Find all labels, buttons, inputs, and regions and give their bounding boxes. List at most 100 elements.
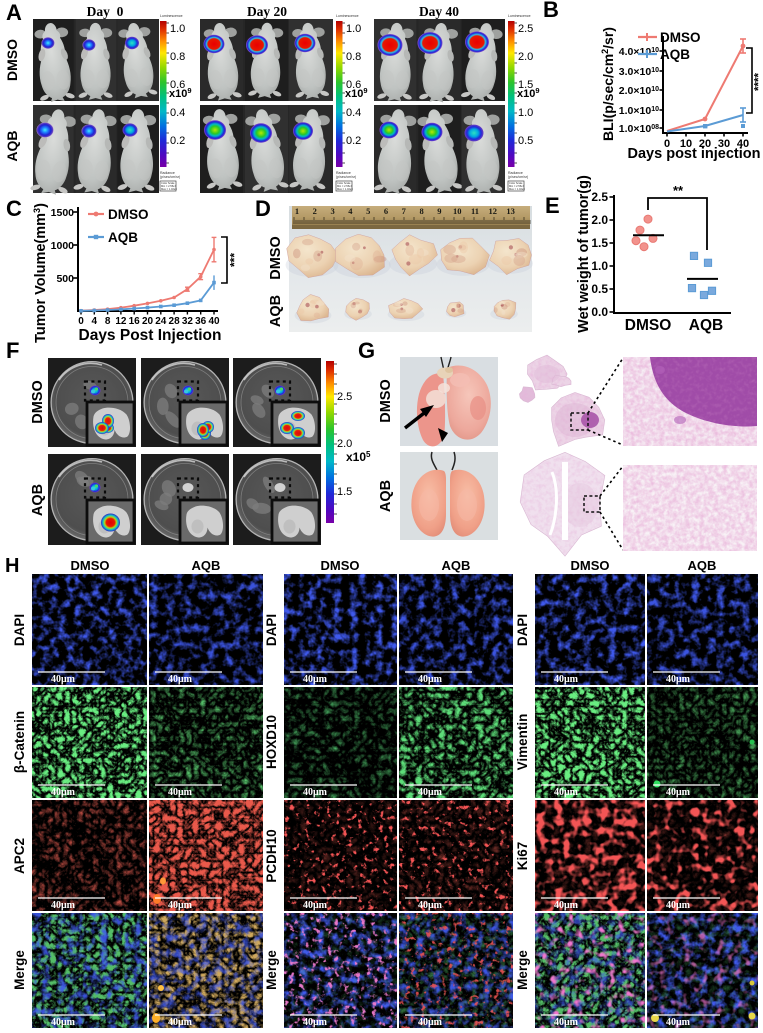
svg-text:40μm: 40μm [418,1017,443,1028]
svg-text:2.0: 2.0 [337,438,352,450]
svg-text:Day 40: Day 40 [419,4,459,19]
svg-text:AQB: AQB [442,558,471,573]
svg-text:DMSO: DMSO [30,380,46,424]
svg-text:0.2: 0.2 [346,135,361,147]
svg-text:1: 1 [295,206,299,216]
svg-text:20: 20 [142,316,154,327]
svg-text:4: 4 [92,316,98,327]
svg-text:6: 6 [384,206,388,216]
svg-text:2.0: 2.0 [518,51,533,63]
svg-text:24: 24 [155,316,167,327]
svg-text:40μm: 40μm [666,1017,691,1028]
svg-text:0.5: 0.5 [518,135,533,147]
svg-text:40μm: 40μm [51,1017,76,1028]
svg-text:Ki67: Ki67 [515,842,530,871]
svg-text:AQB: AQB [108,230,138,245]
svg-text:**: ** [673,183,684,198]
svg-text:8: 8 [105,316,111,327]
svg-text:Luminescence: Luminescence [508,14,531,18]
svg-text:40μm: 40μm [418,787,443,798]
svg-text:Days post injection: Days post injection [628,146,761,162]
svg-text:DMSO: DMSO [571,558,610,573]
svg-text:500: 500 [56,273,74,285]
svg-text:Merge: Merge [515,950,530,990]
svg-text:Max = 1.02e9: Max = 1.02e9 [161,187,177,191]
svg-text:40μm: 40μm [418,900,443,911]
svg-text:12: 12 [489,206,498,216]
svg-text:***: *** [228,253,242,267]
svg-text:5: 5 [366,206,370,216]
svg-text:0.8: 0.8 [346,51,361,63]
svg-text:32: 32 [182,316,194,327]
svg-text:D: D [255,196,271,221]
svg-text:3: 3 [330,206,334,216]
svg-text:40μm: 40μm [168,674,193,685]
svg-text:Wet weight of tumor(g): Wet weight of tumor(g) [576,175,592,333]
svg-text:0.2: 0.2 [170,135,185,147]
svg-text:****: **** [754,73,763,91]
svg-text:(p/sec/cm/sr): (p/sec/cm/sr) [160,175,180,179]
svg-text:Luminescence: Luminescence [336,14,359,18]
svg-text:Luminescence: Luminescence [160,14,183,18]
svg-text:DAPI: DAPI [12,614,27,646]
svg-text:AQB: AQB [378,480,394,512]
svg-text:1.0: 1.0 [591,259,608,273]
svg-text:AQB: AQB [689,317,723,334]
svg-text:Vimentin: Vimentin [515,714,530,771]
svg-text:DMSO: DMSO [71,558,110,573]
svg-text:40μm: 40μm [51,674,76,685]
svg-text:F: F [6,338,19,363]
svg-text:APC2: APC2 [12,838,27,874]
svg-text:DMSO: DMSO [625,317,672,334]
svg-text:2: 2 [313,206,317,216]
svg-text:Day 20: Day 20 [247,4,287,19]
svg-text:40μm: 40μm [554,1017,579,1028]
svg-text:13: 13 [506,206,515,216]
svg-text:DMSO: DMSO [108,207,149,222]
svg-text:Days Post Injection: Days Post Injection [79,327,222,344]
svg-text:1.0: 1.0 [170,23,185,35]
svg-text:2.5: 2.5 [591,190,608,204]
svg-text:1.0: 1.0 [346,23,361,35]
svg-text:40μm: 40μm [554,674,579,685]
svg-text:40μm: 40μm [303,900,328,911]
svg-text:0.5: 0.5 [591,282,608,296]
svg-text:11: 11 [471,206,479,216]
svg-text:40: 40 [208,316,220,327]
svg-text:β-Catenin: β-Catenin [12,711,27,773]
svg-text:PCDH10: PCDH10 [264,829,279,882]
svg-text:1000: 1000 [51,240,75,252]
svg-text:HOXD10: HOXD10 [264,715,279,769]
svg-text:0: 0 [78,316,84,327]
svg-text:40μm: 40μm [303,1017,328,1028]
svg-text:Merge: Merge [12,950,27,990]
svg-text:40μm: 40μm [51,900,76,911]
svg-text:AQB: AQB [688,558,717,573]
svg-text:40μm: 40μm [51,787,76,798]
svg-text:40μm: 40μm [666,787,691,798]
svg-text:0.4: 0.4 [170,107,185,119]
svg-text:40μm: 40μm [168,900,193,911]
svg-text:10: 10 [453,206,462,216]
svg-text:40μm: 40μm [168,1017,193,1028]
svg-text:AQB: AQB [268,295,284,327]
svg-text:BLI(p/sec/cm2/sr): BLI(p/sec/cm2/sr) [600,27,616,141]
svg-text:40μm: 40μm [303,787,328,798]
svg-text:Max = 1.02e9: Max = 1.02e9 [337,187,353,191]
svg-text:0.0: 0.0 [591,305,608,319]
svg-text:9: 9 [437,206,441,216]
svg-text:28: 28 [169,316,181,327]
svg-text:0.4: 0.4 [346,107,361,119]
svg-text:4: 4 [348,206,353,216]
svg-text:1.5: 1.5 [591,236,608,250]
svg-text:1.0: 1.0 [518,107,533,119]
svg-text:H: H [5,555,19,577]
svg-text:40μm: 40μm [168,787,193,798]
svg-text:G: G [358,338,375,363]
svg-text:40μm: 40μm [554,787,579,798]
svg-text:Tumor Volume(mm3): Tumor Volume(mm3) [32,203,49,343]
svg-text:16: 16 [129,316,141,327]
svg-text:C: C [6,196,22,221]
svg-text:B: B [543,0,559,22]
svg-text:AQB: AQB [4,130,20,161]
